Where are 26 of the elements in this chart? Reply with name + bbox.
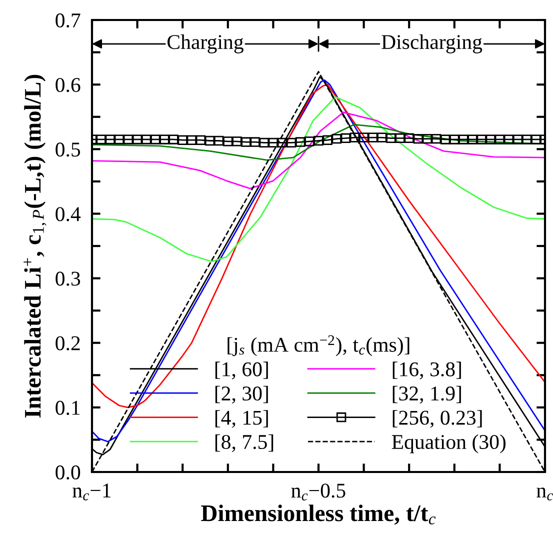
y-tick-label: 0.6: [56, 78, 80, 92]
y-tick-label: 0.5: [56, 142, 80, 157]
legend-label: [8, 7.5]: [215, 434, 274, 452]
x-tick-label: n$_{c}$: [536, 488, 553, 500]
legend-label: [256, 0.23]: [392, 410, 482, 428]
legend-label: [1, 60]: [215, 362, 268, 380]
legend-label: [32, 1.9]: [392, 386, 461, 404]
annotation: Discharging: [382, 34, 482, 54]
line-series: [92, 112, 545, 190]
y-axis-title: Intercalated Li$^{+}$, c$_{1,P}$(-L,t) (mol/L): [24, 74, 46, 418]
y-tick-label: 0.3: [56, 272, 80, 286]
y-tick-label: 0.1: [56, 400, 80, 415]
y-tick-label: 0.7: [56, 13, 80, 28]
legend-label: [2, 30]: [215, 386, 268, 404]
y-tick-label: 0.4: [56, 207, 81, 222]
y-tick-label: 0.2: [56, 336, 80, 350]
x-tick-label: n$_{c}$−0.5: [291, 484, 346, 500]
legend-label: [4, 15]: [215, 410, 268, 428]
legend-label: Equation (30): [392, 434, 506, 454]
legend-label: [16, 3.8]: [392, 362, 461, 380]
y-tick-label: 0.0: [56, 465, 80, 480]
legend-title: [j$_{s}$ (mA cm$^{−2}$), t$_{c}$(ms)]: [228, 335, 410, 356]
line-series: [92, 96, 545, 262]
annotation: Charging: [168, 34, 244, 54]
x-axis-title: Dimensionless time, t/t$_{c}$: [201, 504, 436, 525]
x-tick-label: n$_{c}$−1: [72, 484, 111, 500]
